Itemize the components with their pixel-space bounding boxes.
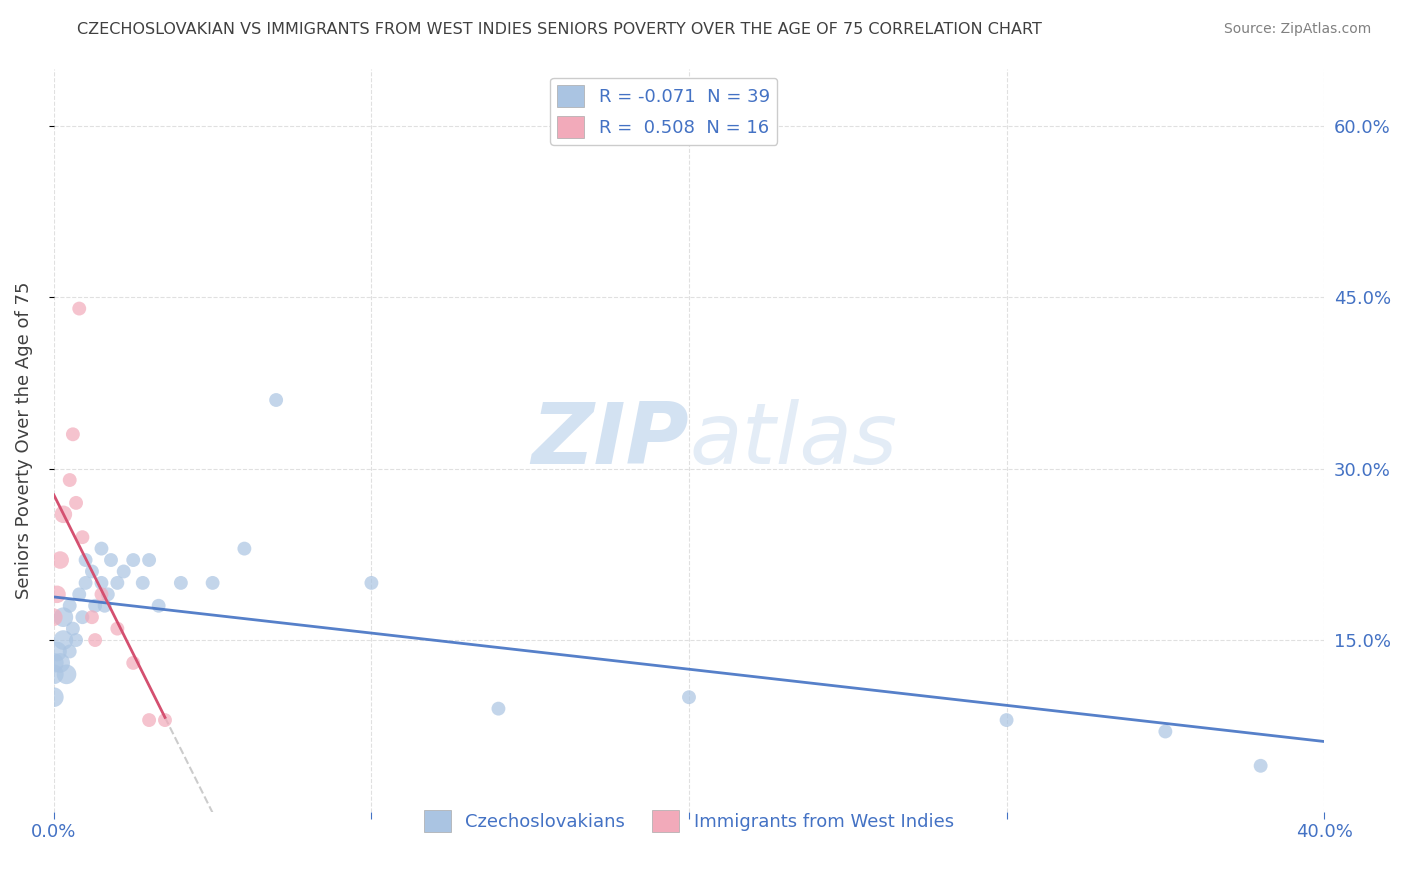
Point: [170, 575, 193, 590]
Point: [55, 667, 77, 681]
Point: [65, 496, 87, 510]
Point: [59, 473, 82, 487]
Point: [138, 553, 160, 567]
Point: [90, 541, 112, 556]
Point: [80, 610, 103, 624]
Point: [90, 575, 112, 590]
Legend: Czechoslovakians, Immigrants from West Indies: Czechoslovakians, Immigrants from West I…: [416, 803, 962, 839]
Point: [42, 667, 65, 681]
Point: [52, 610, 75, 624]
Point: [75, 553, 97, 567]
Point: [105, 622, 128, 636]
Point: [153, 713, 176, 727]
Point: [1154, 724, 1177, 739]
Point: [52, 633, 75, 648]
Point: [148, 599, 170, 613]
Point: [105, 575, 128, 590]
Point: [264, 392, 287, 407]
Point: [67, 301, 90, 316]
Point: [995, 713, 1018, 727]
Point: [52, 508, 75, 522]
Point: [46, 587, 69, 601]
Text: CZECHOSLOVAKIAN VS IMMIGRANTS FROM WEST INDIES SENIORS POVERTY OVER THE AGE OF 7: CZECHOSLOVAKIAN VS IMMIGRANTS FROM WEST …: [77, 22, 1042, 37]
Point: [122, 656, 145, 670]
Point: [80, 565, 103, 579]
Point: [72, 530, 94, 544]
Point: [93, 599, 115, 613]
Point: [59, 599, 82, 613]
Y-axis label: Seniors Poverty Over the Age of 75: Seniors Poverty Over the Age of 75: [15, 281, 32, 599]
Point: [84, 599, 107, 613]
Point: [100, 553, 122, 567]
Point: [488, 701, 510, 715]
Text: ZIP: ZIP: [531, 399, 689, 482]
Point: [42, 610, 65, 624]
Point: [90, 587, 112, 601]
Point: [201, 575, 224, 590]
Point: [112, 565, 135, 579]
Point: [97, 587, 120, 601]
Point: [678, 690, 700, 705]
Point: [138, 713, 160, 727]
Point: [62, 622, 84, 636]
Point: [59, 644, 82, 658]
Point: [49, 553, 72, 567]
Point: [75, 575, 97, 590]
Point: [360, 575, 382, 590]
Point: [1250, 759, 1272, 773]
Point: [46, 644, 69, 658]
Point: [62, 427, 84, 442]
Text: Source: ZipAtlas.com: Source: ZipAtlas.com: [1223, 22, 1371, 37]
Point: [49, 656, 72, 670]
Point: [122, 553, 145, 567]
Point: [67, 587, 90, 601]
Point: [42, 690, 65, 705]
Point: [233, 541, 256, 556]
Text: atlas: atlas: [689, 399, 897, 482]
Point: [84, 633, 107, 648]
Point: [42, 656, 65, 670]
Point: [132, 575, 155, 590]
Point: [72, 610, 94, 624]
Point: [65, 633, 87, 648]
